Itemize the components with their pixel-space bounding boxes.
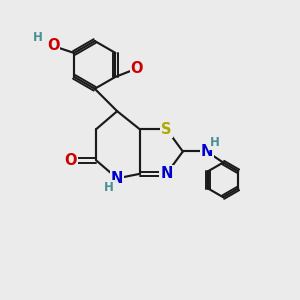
Text: O: O bbox=[131, 61, 143, 76]
Text: N: N bbox=[160, 167, 172, 182]
Text: H: H bbox=[33, 31, 43, 44]
Text: O: O bbox=[64, 153, 77, 168]
Text: H: H bbox=[210, 136, 220, 149]
Text: N: N bbox=[200, 144, 213, 159]
Text: O: O bbox=[47, 38, 59, 53]
Text: S: S bbox=[161, 122, 172, 136]
Text: H: H bbox=[104, 181, 114, 194]
Text: N: N bbox=[111, 171, 123, 186]
